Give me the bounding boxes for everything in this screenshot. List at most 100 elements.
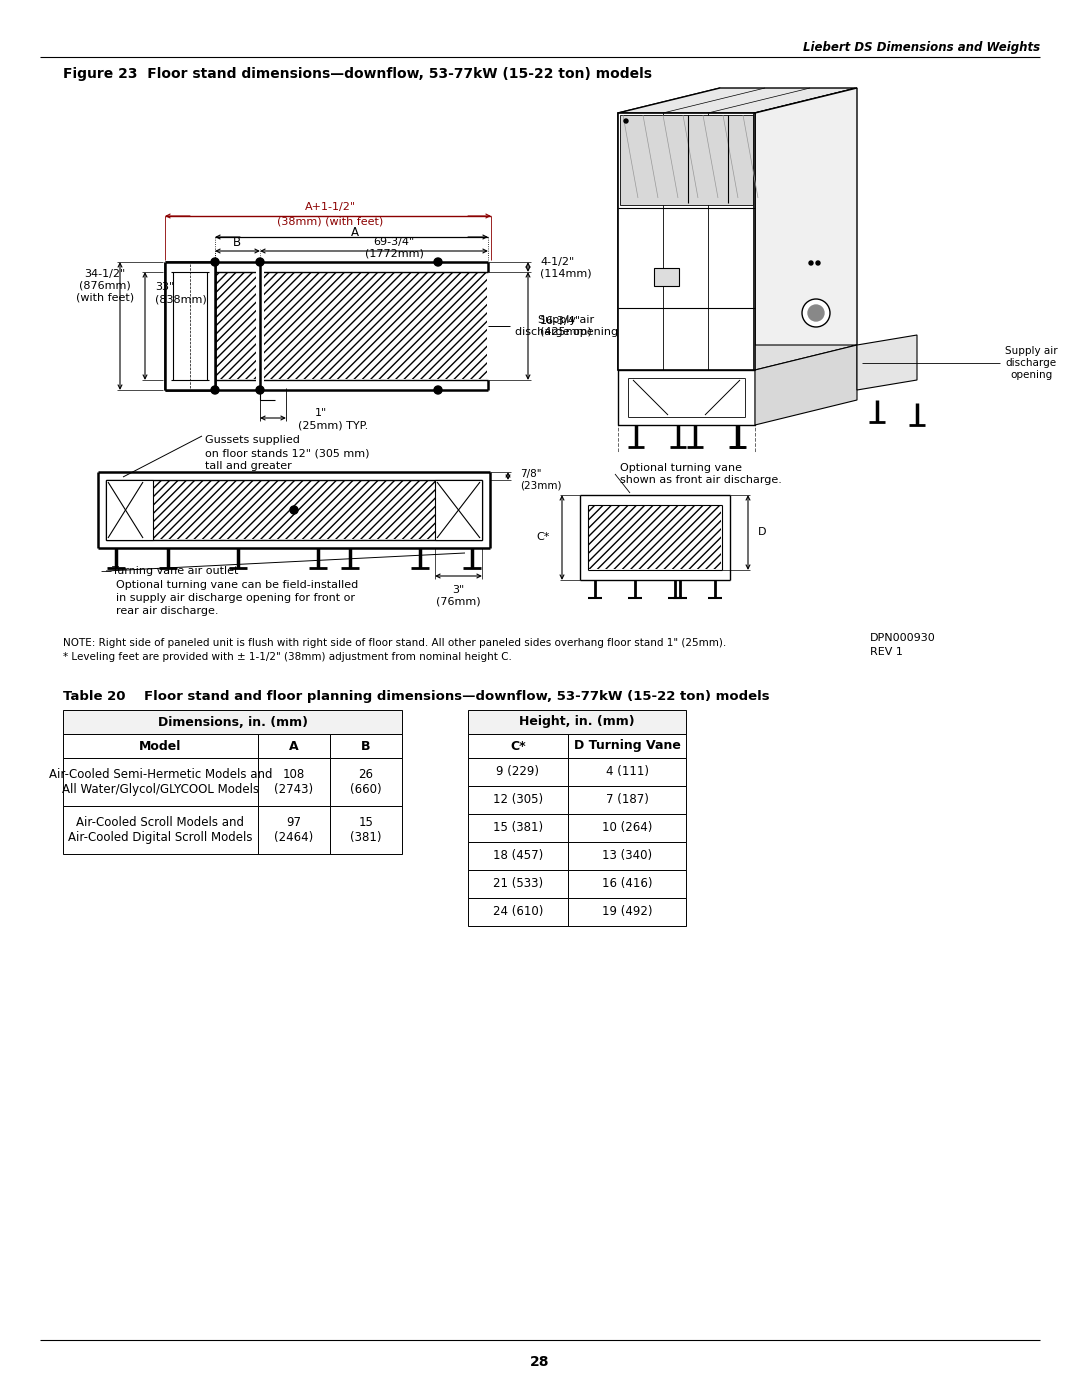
Text: DPN000930: DPN000930 (870, 633, 935, 643)
Text: rear air discharge.: rear air discharge. (116, 606, 218, 616)
Bar (106, 481, 153, 541)
Bar (468, 898, 568, 926)
Text: 33": 33" (156, 282, 174, 292)
Text: (76mm): (76mm) (435, 597, 481, 608)
Bar (468, 733, 568, 759)
Bar (107, 481, 481, 539)
Text: A: A (289, 739, 299, 753)
Bar (468, 759, 568, 787)
Text: (838mm): (838mm) (156, 293, 206, 305)
Text: shown as front air discharge.: shown as front air discharge. (620, 475, 782, 485)
Text: (23mm): (23mm) (519, 481, 562, 490)
Bar (620, 115, 753, 205)
Bar (568, 898, 686, 926)
Bar (258, 733, 330, 759)
Polygon shape (618, 113, 755, 370)
Text: 15
(381): 15 (381) (350, 816, 381, 844)
Text: 24 (610): 24 (610) (492, 905, 543, 918)
Text: Optional turning vane can be field-installed: Optional turning vane can be field-insta… (116, 580, 359, 590)
Text: Dimensions, in. (mm): Dimensions, in. (mm) (158, 715, 308, 728)
Text: Model: Model (139, 739, 181, 753)
Text: Supply air
discharge opening: Supply air discharge opening (515, 316, 618, 337)
Text: A+1-1/2": A+1-1/2" (305, 203, 355, 212)
Bar (165, 263, 215, 390)
Circle shape (624, 119, 627, 123)
Bar (568, 814, 686, 842)
Bar (63, 806, 258, 854)
Circle shape (211, 386, 219, 394)
Text: Gussets supplied: Gussets supplied (205, 434, 300, 446)
Text: —Turning vane air outlet: —Turning vane air outlet (102, 566, 239, 576)
Bar (63, 759, 258, 806)
Text: * Leveling feet are provided with ± 1-1/2" (38mm) adjustment from nominal height: * Leveling feet are provided with ± 1-1/… (63, 652, 512, 662)
Bar (468, 870, 568, 898)
Text: REV 1: REV 1 (870, 647, 903, 657)
Circle shape (256, 386, 264, 394)
Text: C*: C* (537, 532, 550, 542)
Text: 9 (229): 9 (229) (497, 766, 540, 778)
Bar (468, 814, 568, 842)
Circle shape (816, 261, 820, 265)
Bar (330, 733, 402, 759)
Text: Table 20    Floor stand and floor planning dimensions—downflow, 53-77kW (15-22 t: Table 20 Floor stand and floor planning … (63, 690, 770, 703)
Text: Height, in. (mm): Height, in. (mm) (519, 715, 635, 728)
Text: B: B (233, 236, 241, 250)
Bar (256, 263, 264, 388)
Text: 69-3/4": 69-3/4" (374, 237, 415, 247)
Text: 13 (340): 13 (340) (602, 849, 652, 862)
Text: (25mm) TYP.: (25mm) TYP. (298, 420, 368, 432)
Polygon shape (618, 88, 720, 370)
Text: 28: 28 (530, 1355, 550, 1369)
Bar (468, 842, 568, 870)
Text: 15 (381): 15 (381) (492, 821, 543, 834)
Polygon shape (618, 345, 858, 370)
Bar (258, 806, 330, 854)
Bar (63, 733, 258, 759)
Text: A: A (351, 226, 359, 239)
Text: (114mm): (114mm) (540, 268, 592, 278)
Bar (63, 710, 402, 733)
Circle shape (211, 258, 219, 265)
Text: Supply air
discharge
opening: Supply air discharge opening (1005, 346, 1057, 380)
Bar (629, 379, 744, 416)
Polygon shape (618, 370, 755, 425)
Text: (876mm): (876mm) (79, 281, 131, 291)
Text: in supply air discharge opening for front or: in supply air discharge opening for fron… (116, 592, 355, 604)
Text: 4 (111): 4 (111) (606, 766, 648, 778)
Text: NOTE: Right side of paneled unit is flush with right side of floor stand. All ot: NOTE: Right side of paneled unit is flus… (63, 638, 726, 648)
Text: on floor stands 12" (305 mm): on floor stands 12" (305 mm) (205, 448, 369, 458)
Bar (568, 870, 686, 898)
Bar (330, 806, 402, 854)
Text: tall and greater: tall and greater (205, 461, 292, 471)
Text: (with feet): (with feet) (76, 293, 134, 303)
Bar (589, 506, 721, 569)
Text: 16-3/4": 16-3/4" (540, 316, 581, 326)
Text: 7/8": 7/8" (519, 469, 541, 479)
Bar (468, 787, 568, 814)
Text: 34-1/2": 34-1/2" (84, 270, 125, 279)
Text: C*: C* (510, 739, 526, 753)
Circle shape (256, 258, 264, 265)
Text: 10 (264): 10 (264) (602, 821, 652, 834)
Text: 12 (305): 12 (305) (492, 793, 543, 806)
Text: 21 (533): 21 (533) (492, 877, 543, 890)
Circle shape (291, 506, 298, 514)
Text: (38mm) (with feet): (38mm) (with feet) (276, 217, 383, 226)
Polygon shape (755, 345, 858, 425)
Bar (330, 759, 402, 806)
Text: 19 (492): 19 (492) (602, 905, 652, 918)
Text: Optional turning vane: Optional turning vane (620, 462, 742, 474)
Text: B: B (361, 739, 370, 753)
Text: (1772mm): (1772mm) (365, 249, 423, 258)
Polygon shape (618, 88, 858, 113)
Circle shape (809, 261, 813, 265)
Circle shape (808, 305, 824, 321)
Bar (258, 759, 330, 806)
Bar (568, 787, 686, 814)
Text: Air-Cooled Semi-Hermetic Models and
All Water/Glycol/GLYCOOL Models: Air-Cooled Semi-Hermetic Models and All … (49, 768, 272, 796)
Text: Air-Cooled Scroll Models and
Air-Cooled Digital Scroll Models: Air-Cooled Scroll Models and Air-Cooled … (68, 816, 253, 844)
Bar (216, 272, 487, 379)
Text: 7 (187): 7 (187) (606, 793, 648, 806)
Bar (435, 481, 482, 541)
Polygon shape (755, 88, 858, 370)
